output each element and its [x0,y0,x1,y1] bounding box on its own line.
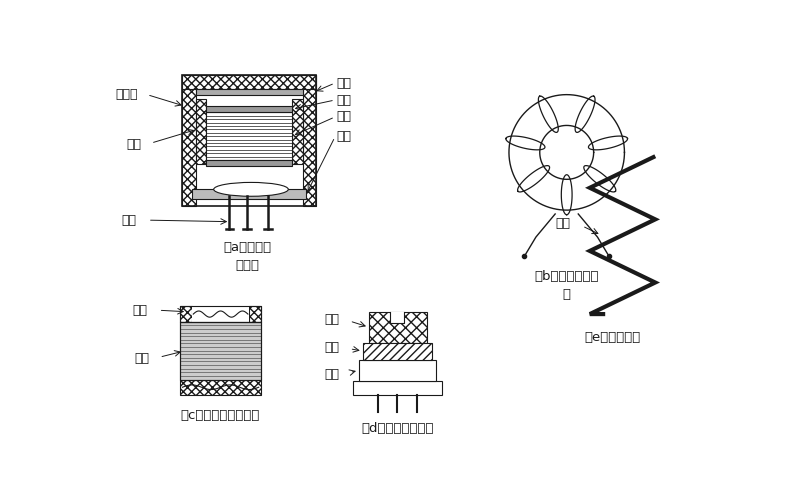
Ellipse shape [214,183,288,196]
Bar [182,75,316,89]
Text: 绕组: 绕组 [555,217,570,230]
Bar [303,75,316,206]
Bar [206,160,292,166]
Text: 绕组: 绕组 [336,111,351,124]
Bar [292,99,303,164]
Text: 骨架: 骨架 [324,368,339,381]
Bar [180,306,191,322]
Bar [180,306,261,322]
Bar [182,75,316,206]
Text: （d）带磁芯的线圈: （d）带磁芯的线圈 [361,422,433,435]
Bar [195,89,303,95]
Bar [191,189,306,199]
Text: 支座: 支座 [336,131,351,144]
Bar [182,75,195,206]
Text: （e）空心线圈: （e）空心线圈 [585,331,641,344]
Text: 绕组: 绕组 [134,352,149,365]
Text: （c）不带磁芯的线圈: （c）不带磁芯的线圈 [180,409,260,422]
Bar [206,106,292,112]
Bar [369,312,426,342]
Bar [206,112,292,160]
Text: 磁帽: 磁帽 [336,76,351,90]
Text: 支架: 支架 [127,138,142,151]
Bar [362,342,432,359]
Bar [354,381,442,395]
Text: 焊脚: 焊脚 [122,214,137,226]
Bar [180,322,261,379]
Text: （b）带磁环的线
圈: （b）带磁环的线 圈 [535,270,599,301]
Text: 磁芯: 磁芯 [324,313,339,326]
Bar [195,99,206,164]
Bar [180,322,261,379]
Text: 屏蔽罩: 屏蔽罩 [115,88,138,101]
Bar [359,359,436,381]
Bar [191,306,249,322]
Bar [391,312,404,323]
Bar [249,306,261,322]
Text: 磁芯: 磁芯 [336,94,351,107]
Text: 骨架: 骨架 [133,304,148,317]
Bar [180,379,261,395]
Text: （a）小型振
荡线圈: （a）小型振 荡线圈 [223,241,271,272]
Text: 绕组: 绕组 [324,341,339,354]
